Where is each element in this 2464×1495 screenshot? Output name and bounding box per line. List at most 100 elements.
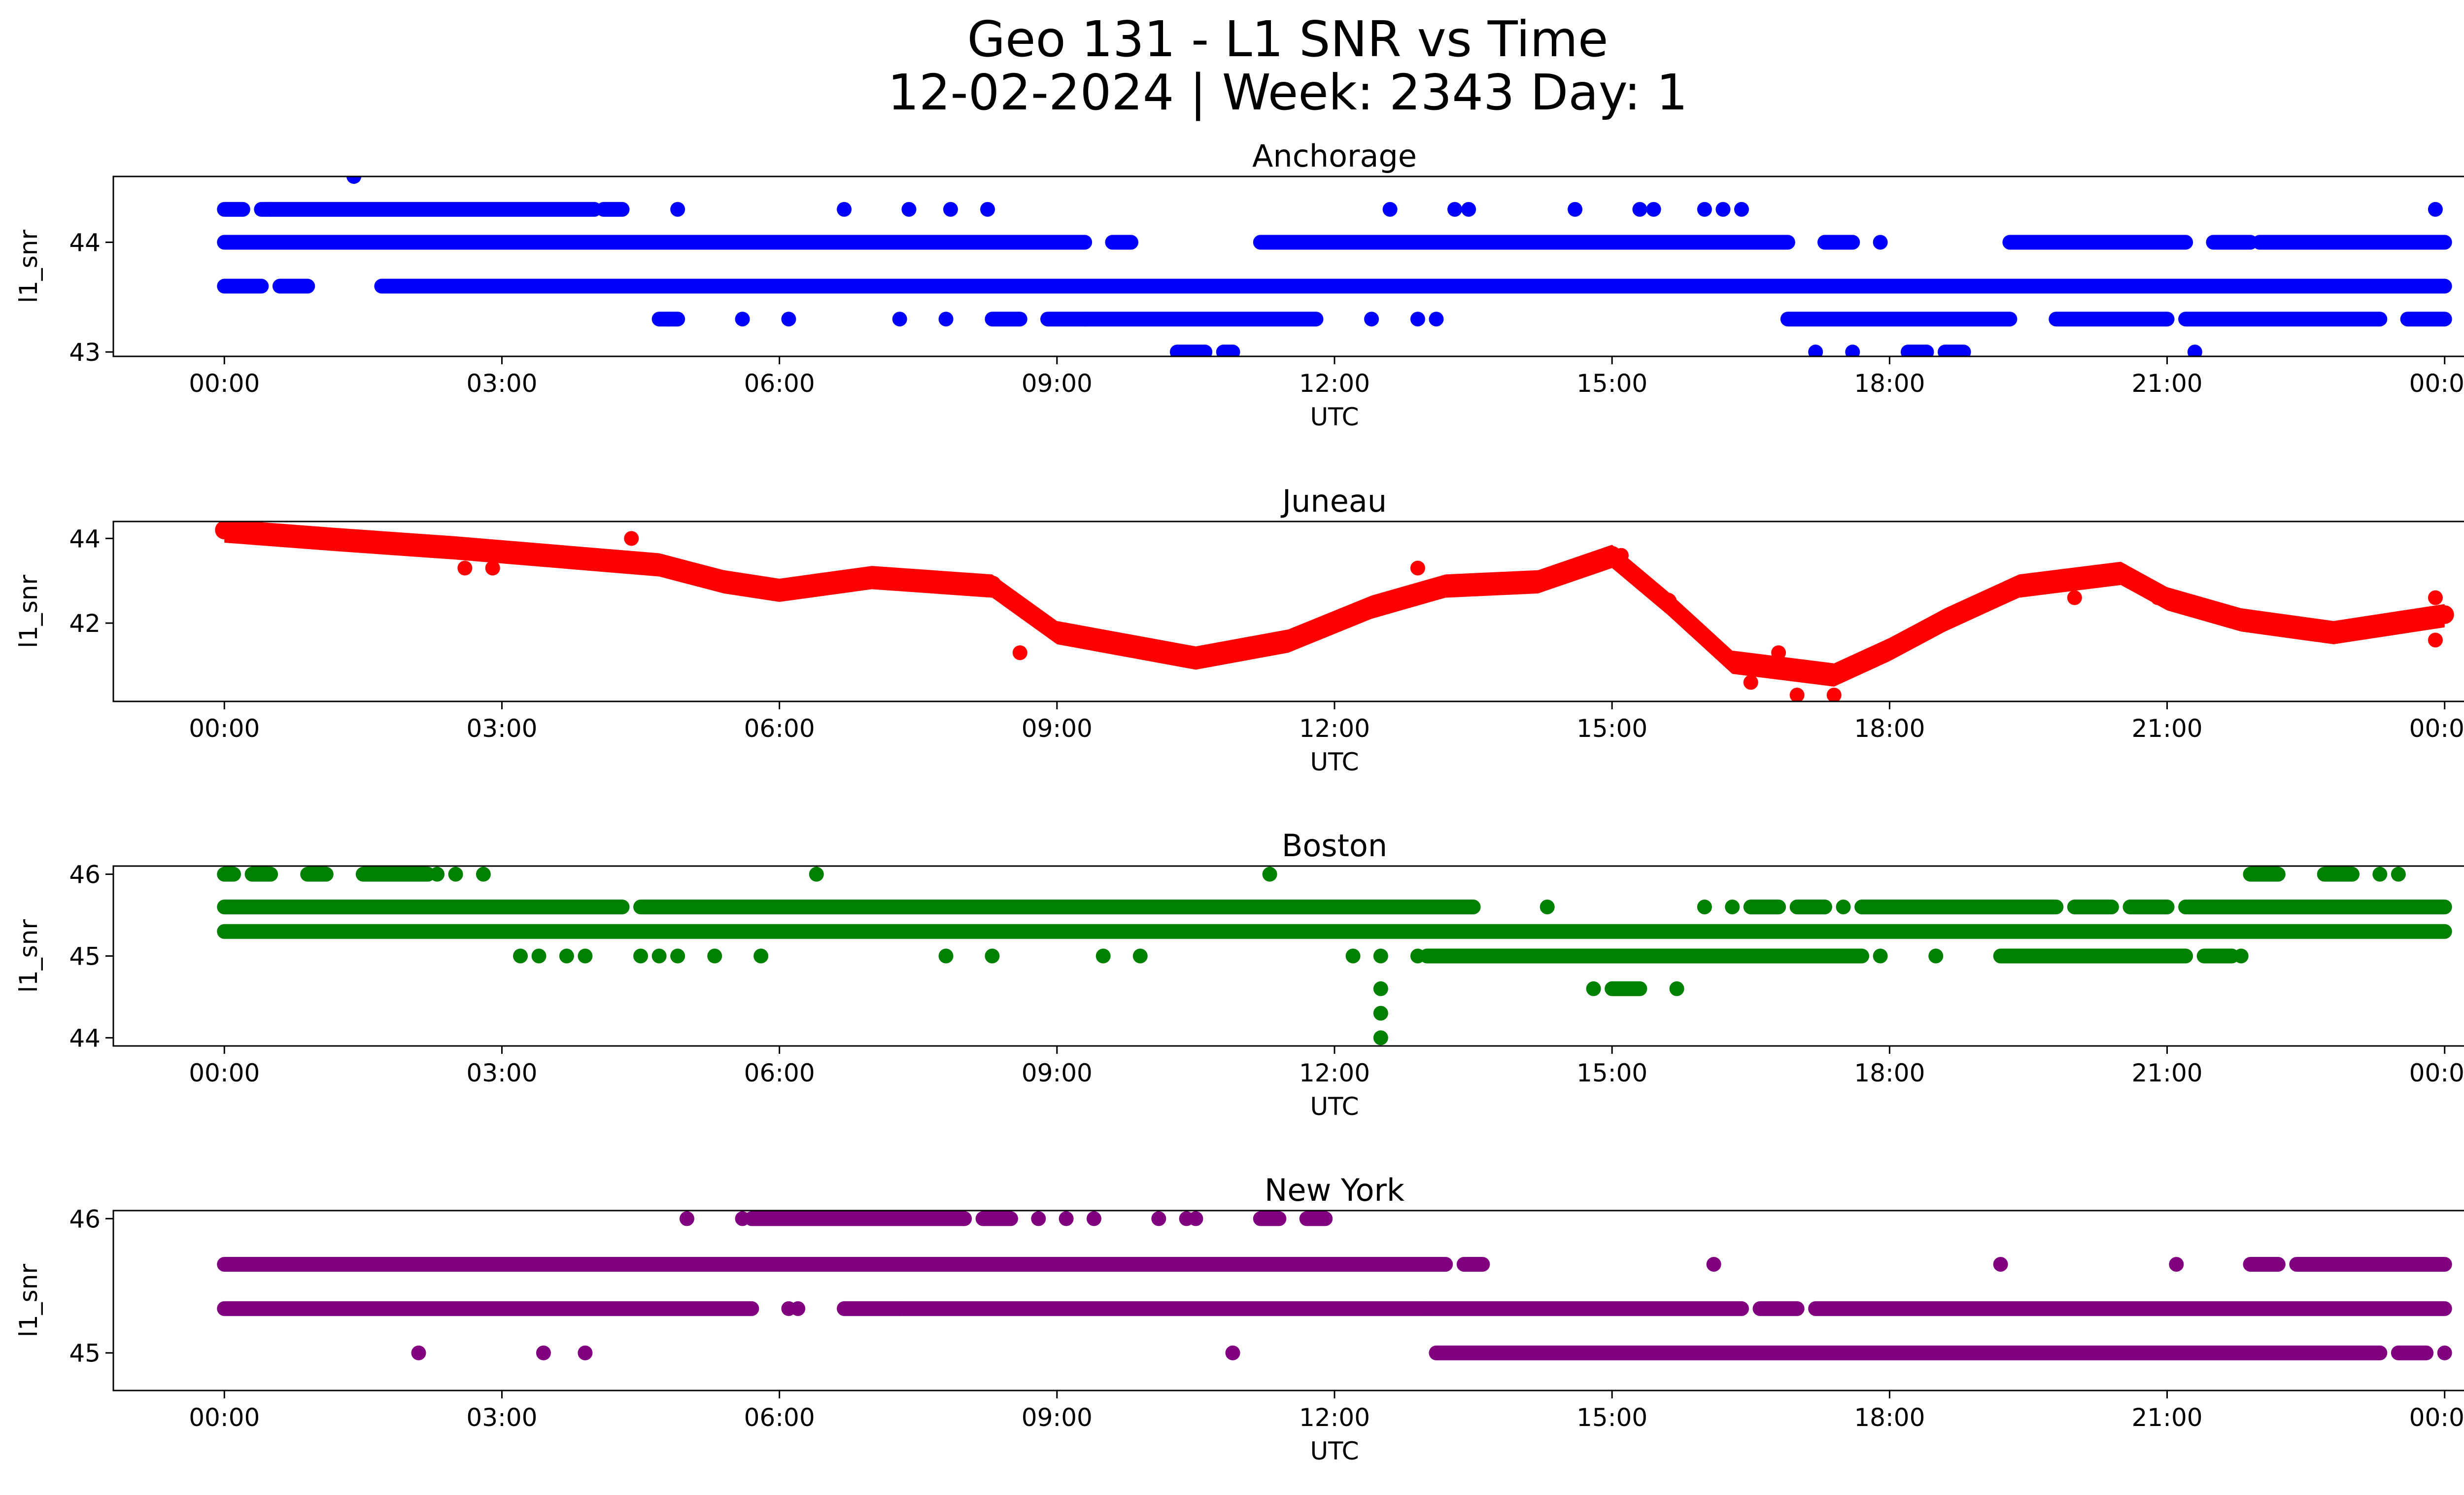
x-tick-label: 00:00 <box>189 714 260 743</box>
x-tick-label: 21:00 <box>2131 1059 2202 1087</box>
data-point <box>1047 622 1066 641</box>
x-tick-label: 15:00 <box>1576 1059 1647 1087</box>
data-point <box>1808 345 1823 356</box>
x-tick-label: 09:00 <box>1022 714 1093 743</box>
data-point <box>448 867 463 882</box>
data-point <box>715 571 733 591</box>
data-point <box>457 560 473 576</box>
data-band <box>2019 561 2121 598</box>
data-point <box>1540 1391 1555 1406</box>
data-point <box>1382 202 1398 217</box>
x-tick-label: 03:00 <box>466 369 537 398</box>
data-point <box>1364 312 1379 327</box>
data-point <box>1715 202 1731 217</box>
x-tick-label: 00:00 <box>2409 1059 2464 1087</box>
x-axis-label: UTC <box>1310 1437 1359 1465</box>
subplot-new-york: New York 00:00 03:00 06:00 09:00 12:00 15:00 18… <box>14 1172 2464 1465</box>
figure-title: Geo 131 - L1 SNR vs Time <box>967 10 1608 68</box>
data-point <box>2010 575 2029 594</box>
data-point <box>1678 1391 1693 1406</box>
data-point <box>446 537 465 556</box>
data-point <box>1373 1006 1388 1021</box>
data-point <box>1429 312 1444 327</box>
data-band <box>1945 574 2019 632</box>
data-band <box>659 553 724 593</box>
data-point <box>1824 664 1844 684</box>
data-point <box>735 312 750 327</box>
x-tick-label: 21:00 <box>2131 1403 2202 1432</box>
y-tick-label: 46 <box>69 1205 101 1233</box>
data-point <box>1225 1345 1240 1360</box>
y-axis-label: l1_snr <box>14 919 43 993</box>
data-point <box>624 531 639 546</box>
x-tick-label: 03:00 <box>466 1059 537 1087</box>
data-series <box>215 522 2454 701</box>
data-point <box>1410 312 1425 327</box>
data-point <box>1993 1256 2008 1272</box>
data-point <box>2187 345 2202 356</box>
data-point <box>2435 605 2454 624</box>
data-point <box>753 948 769 964</box>
plot-frame <box>112 865 2464 1047</box>
x-tick-label: 03:00 <box>466 1403 537 1432</box>
data-point <box>2428 202 2443 217</box>
data-point <box>1540 899 1555 914</box>
y-tick-label: 44 <box>69 229 101 257</box>
data-point <box>2169 1256 2184 1272</box>
data-point <box>2233 948 2249 964</box>
data-band <box>2167 587 2241 632</box>
data-series <box>217 1211 2452 1406</box>
data-point <box>1697 899 1712 914</box>
data-point <box>1151 1211 1166 1226</box>
data-point <box>1723 652 1742 671</box>
data-point <box>2437 1345 2452 1360</box>
x-axis-label: UTC <box>1310 403 1359 431</box>
data-band <box>1889 608 1945 661</box>
subplot-title: Juneau <box>1280 483 1387 519</box>
data-series <box>217 176 2452 356</box>
x-tick-label: 00:00 <box>189 1059 260 1087</box>
data-point <box>943 202 958 217</box>
data-point <box>901 202 917 217</box>
x-tick-label: 15:00 <box>1576 369 1647 398</box>
data-point <box>938 312 954 327</box>
data-point <box>1186 647 1205 666</box>
data-point <box>781 312 796 327</box>
x-axis-label: UTC <box>1310 748 1359 776</box>
data-point <box>1826 688 1842 701</box>
subplot-title: New York <box>1265 1172 1404 1208</box>
x-tick-label: 12:00 <box>1299 1059 1370 1087</box>
data-point <box>1521 1391 1536 1406</box>
data-point <box>2428 590 2443 605</box>
data-point <box>2324 622 2343 641</box>
data-point <box>770 580 789 599</box>
data-band <box>779 566 872 602</box>
figure-subtitle: 12-02-2024 | Week: 2343 Day: 1 <box>888 64 1688 121</box>
data-band <box>724 570 780 602</box>
data-point <box>670 202 685 217</box>
data-point <box>1873 235 1888 250</box>
data-series <box>217 867 2452 1045</box>
data-point <box>1873 948 1888 964</box>
data-point <box>1936 609 1954 628</box>
data-band <box>1538 545 1612 593</box>
data-point <box>983 575 1002 594</box>
data-point <box>559 948 574 964</box>
data-point <box>1031 1211 1046 1226</box>
data-point <box>1880 639 1899 658</box>
data-point <box>1658 592 1677 612</box>
data-point <box>513 948 528 964</box>
data-point <box>2150 590 2165 605</box>
data-point <box>1706 1256 1721 1272</box>
x-tick-label: 15:00 <box>1576 1403 1647 1432</box>
data-point <box>1836 899 1851 914</box>
x-tick-label: 00:00 <box>2409 369 2464 398</box>
data-band <box>872 566 992 598</box>
data-band <box>2333 604 2445 645</box>
data-point <box>670 948 685 964</box>
x-axis-label: UTC <box>1310 1092 1359 1121</box>
subplot-boston: Boston 00:00 03:00 06:00 09:00 12:00 15:00 18:0… <box>14 828 2464 1121</box>
x-tick-label: 09:00 <box>1022 369 1093 398</box>
data-point <box>578 948 593 964</box>
data-point <box>1279 630 1298 650</box>
